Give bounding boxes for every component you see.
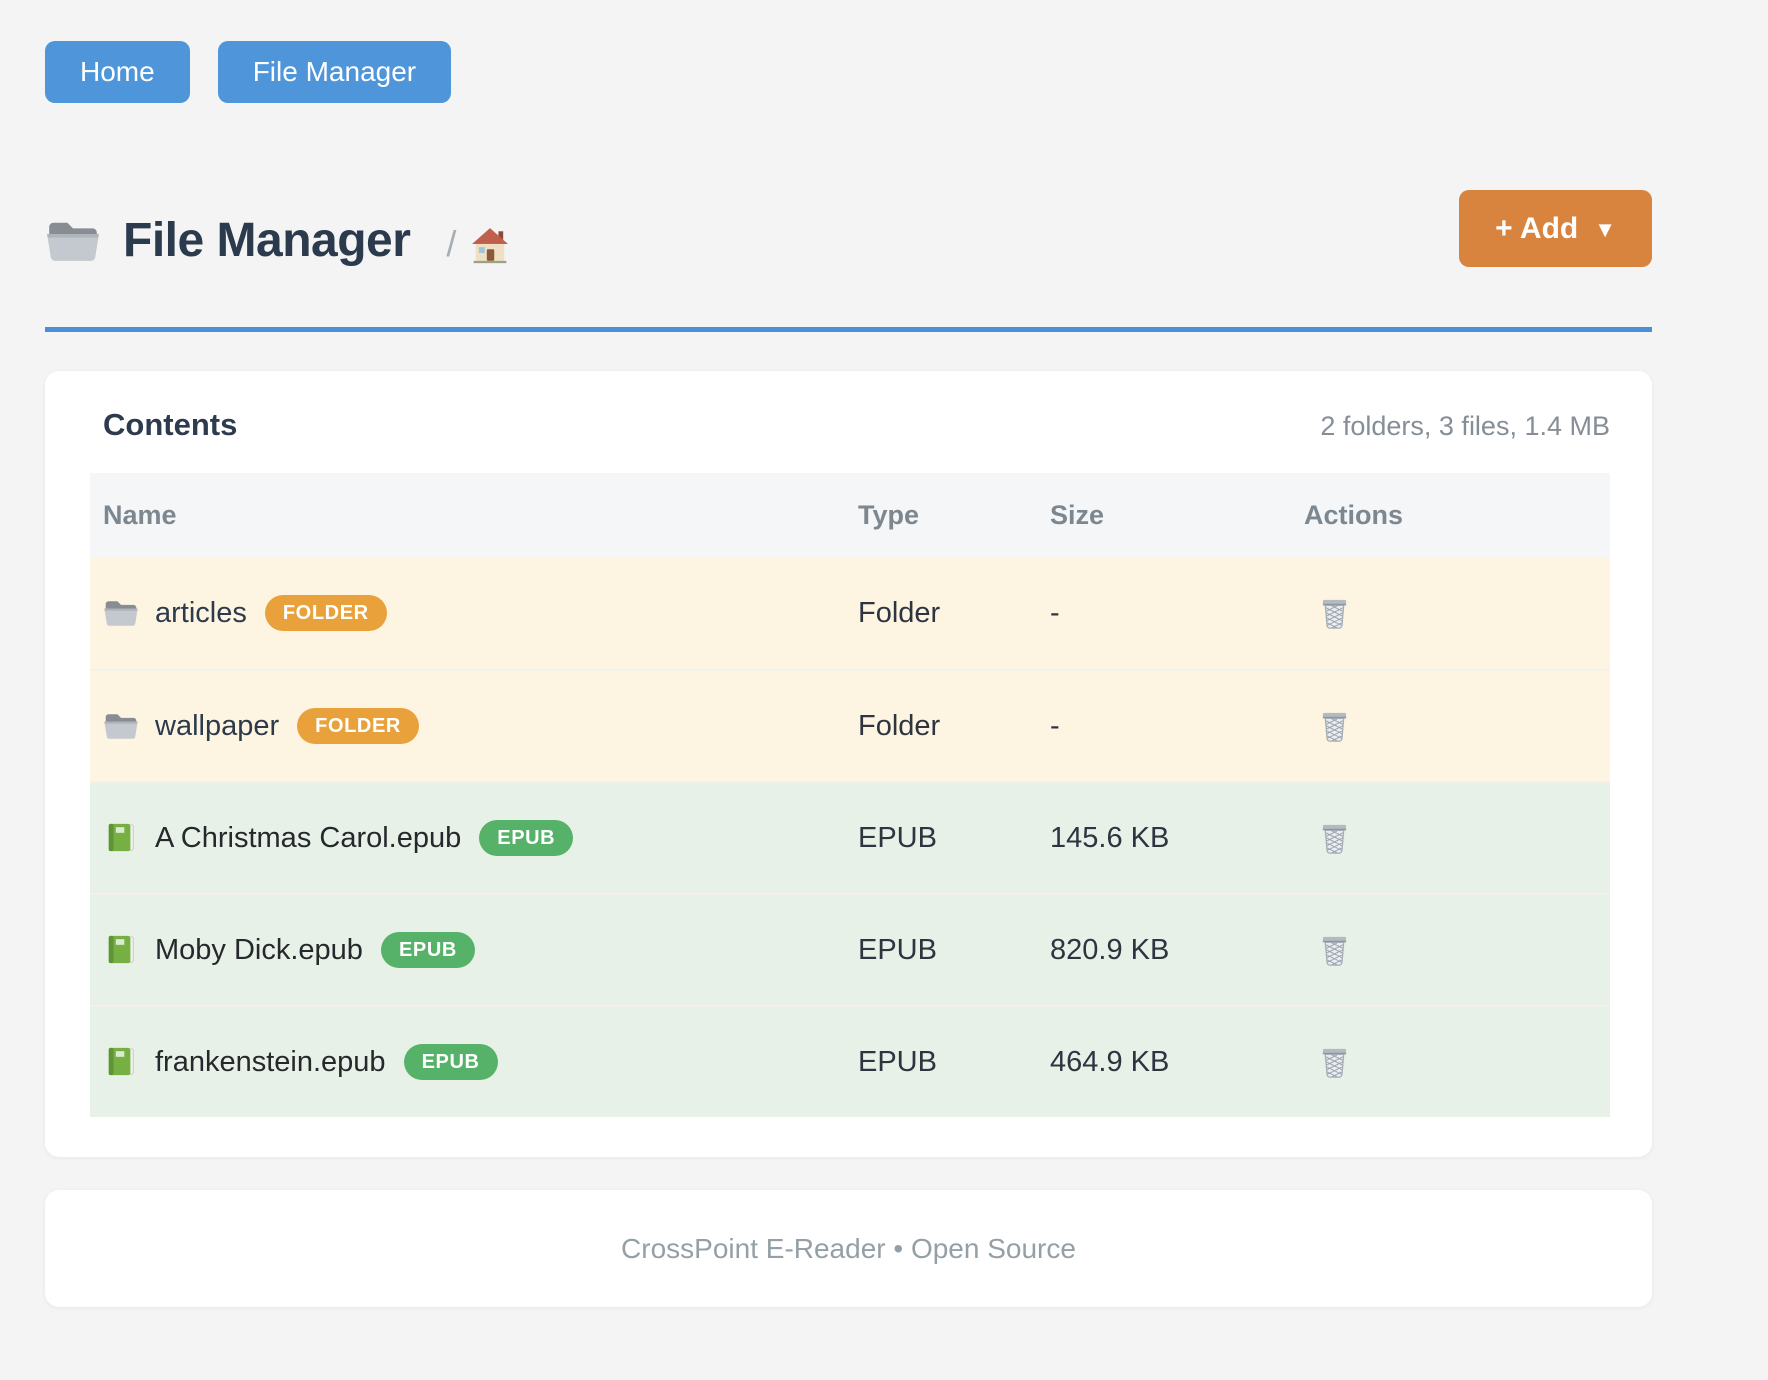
contents-card: Contents 2 folders, 3 files, 1.4 MB Name… [45, 371, 1652, 1157]
page-title: File Manager [123, 214, 411, 267]
actions-cell [1300, 821, 1610, 856]
top-nav: Home File Manager [45, 0, 1652, 103]
name-cell: Moby Dick.epub EPUB [90, 932, 858, 968]
table-row: Moby Dick.epub EPUB EPUB 820.9 KB [90, 893, 1610, 1005]
column-header-type: Type [858, 499, 920, 530]
add-button[interactable]: + Add ▼ [1459, 190, 1652, 267]
home-icon[interactable] [470, 226, 510, 264]
table-header-row: Name Type Size Actions [90, 473, 1610, 557]
item-name[interactable]: frankenstein.epub [155, 1045, 386, 1078]
name-cell: A Christmas Carol.epub EPUB [90, 820, 858, 856]
size-cell: - [1050, 709, 1060, 742]
trash-icon[interactable] [1318, 933, 1351, 968]
size-cell: 820.9 KB [1050, 933, 1170, 966]
footer-text: CrossPoint E-Reader • Open Source [621, 1232, 1076, 1264]
table-row: wallpaper FOLDER Folder - [90, 669, 1610, 781]
contents-table: Name Type Size Actions articles FOLDER F… [90, 473, 1610, 1117]
type-cell: EPUB [858, 1045, 937, 1078]
actions-cell [1300, 709, 1610, 744]
trash-icon[interactable] [1318, 596, 1351, 631]
item-name[interactable]: A Christmas Carol.epub [155, 821, 462, 854]
item-name[interactable]: Moby Dick.epub [155, 933, 363, 966]
name-cell: frankenstein.epub EPUB [90, 1044, 858, 1080]
type-cell: EPUB [858, 933, 937, 966]
nav-button-home[interactable]: Home [45, 41, 190, 103]
type-badge: EPUB [403, 1044, 498, 1080]
size-cell: - [1050, 596, 1060, 629]
contents-heading: Contents [103, 407, 238, 442]
table-row: A Christmas Carol.epub EPUB EPUB 145.6 K… [90, 781, 1610, 893]
page-header: File Manager / + Add ▼ [45, 190, 1652, 267]
trash-icon[interactable] [1318, 709, 1351, 744]
column-header-actions: Actions [1304, 499, 1404, 530]
breadcrumb-separator: / [446, 222, 457, 264]
caret-down-icon: ▼ [1594, 216, 1616, 242]
item-name[interactable]: articles [155, 596, 247, 629]
column-header-size: Size [1050, 499, 1105, 530]
trash-icon[interactable] [1318, 1045, 1351, 1080]
name-cell: articles FOLDER [90, 595, 858, 631]
actions-cell [1300, 596, 1610, 631]
type-badge: FOLDER [297, 708, 419, 744]
folder-icon [45, 217, 101, 265]
footer-card: CrossPoint E-Reader • Open Source [45, 1190, 1652, 1307]
size-cell: 145.6 KB [1050, 821, 1170, 854]
contents-summary: 2 folders, 3 files, 1.4 MB [1320, 411, 1610, 441]
book-icon [103, 822, 139, 854]
actions-cell [1300, 933, 1610, 968]
column-header-name: Name [103, 499, 177, 530]
folder-icon [103, 597, 139, 629]
add-button-label: + Add [1495, 211, 1579, 245]
title-divider [45, 327, 1652, 332]
table-body: articles FOLDER Folder - wallpaper FOLDE… [90, 557, 1610, 1117]
trash-icon[interactable] [1318, 821, 1351, 856]
table-row: articles FOLDER Folder - [90, 557, 1610, 669]
name-cell: wallpaper FOLDER [90, 708, 858, 744]
type-cell: EPUB [858, 821, 937, 854]
type-badge: EPUB [479, 820, 574, 856]
contents-card-head: Contents 2 folders, 3 files, 1.4 MB [90, 407, 1610, 443]
type-badge: FOLDER [264, 595, 387, 631]
actions-cell [1300, 1045, 1610, 1080]
folder-icon [103, 710, 139, 742]
book-icon [103, 934, 139, 966]
table-row: frankenstein.epub EPUB EPUB 464.9 KB [90, 1005, 1610, 1117]
type-badge: EPUB [380, 932, 475, 968]
type-cell: Folder [858, 596, 941, 629]
nav-button-file-manager[interactable]: File Manager [217, 41, 452, 103]
type-cell: Folder [858, 709, 941, 742]
book-icon [103, 1046, 139, 1078]
item-name[interactable]: wallpaper [155, 709, 280, 742]
size-cell: 464.9 KB [1050, 1045, 1170, 1078]
page: Home File Manager File Manager / + Add ▼… [45, 0, 1652, 1307]
title-group: File Manager / [45, 213, 510, 268]
